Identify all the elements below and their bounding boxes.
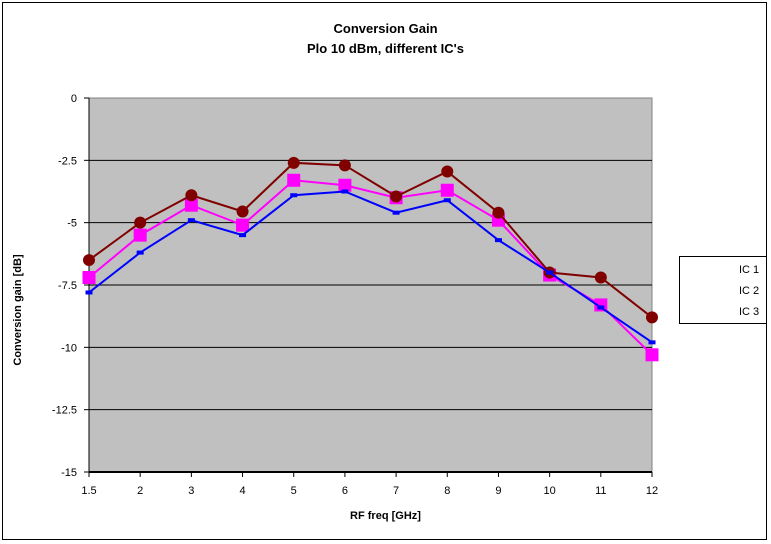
data-point [236, 218, 250, 232]
data-point [290, 193, 298, 198]
data-point [287, 173, 301, 187]
data-point [341, 189, 349, 194]
y-tick-label: -12.5 [52, 405, 77, 417]
x-tick-label: 8 [444, 485, 450, 497]
series-line [88, 179, 653, 356]
axis-ticks: 0 -2.5 -5 -7.5 -10 -12.5 -15 1.5 2 3 4 5 6 7 8 9 10 11 12 [52, 93, 658, 497]
x-tick-label: 4 [239, 485, 245, 497]
series-group [82, 156, 659, 362]
data-point [492, 206, 505, 219]
data-point [83, 254, 95, 267]
data-point [184, 198, 198, 212]
data-point [85, 290, 93, 295]
data-point [648, 340, 656, 345]
data-point [136, 250, 144, 255]
chart-subtitle: Plo 10 dBm, different IC's [307, 41, 464, 56]
data-point [187, 218, 195, 223]
data-point [392, 210, 400, 215]
series-line [88, 190, 653, 344]
x-tick-label: 5 [291, 485, 297, 497]
data-point [338, 178, 352, 192]
data-point [645, 348, 659, 362]
x-tick-label: 1.5 [81, 485, 96, 497]
x-tick-label: 11 [595, 485, 606, 497]
x-tick-label: 10 [544, 485, 556, 497]
data-point [494, 238, 502, 243]
y-axis-label: Conversion gain [dB] [12, 254, 24, 366]
legend-label-ic2: IC 2 [739, 285, 760, 297]
x-tick-label: 3 [188, 485, 194, 497]
y-tick-label: -7.5 [58, 280, 77, 292]
grid-lines [89, 159, 652, 411]
data-point [287, 156, 300, 169]
y-tick-label: -10 [61, 342, 77, 354]
y-tick-label: -5 [67, 218, 77, 230]
data-point [594, 271, 607, 284]
data-point [236, 205, 249, 218]
y-tick-label: 0 [71, 93, 77, 105]
x-tick-label: 2 [137, 485, 143, 497]
legend-label-ic3: IC 3 [739, 306, 760, 318]
x-tick-label: 7 [393, 485, 399, 497]
data-point [239, 233, 247, 238]
data-point [82, 271, 96, 285]
data-point [597, 305, 605, 310]
data-point [443, 198, 451, 203]
series-line [88, 161, 653, 319]
data-point [134, 216, 147, 229]
chart-title: Conversion Gain [333, 21, 438, 36]
legend [679, 256, 767, 324]
x-tick-label: 6 [342, 485, 348, 497]
data-point [133, 228, 147, 242]
legend-label-ic1: IC 1 [739, 264, 760, 276]
data-point [338, 159, 351, 172]
data-point [646, 311, 658, 324]
series-3 [85, 189, 656, 345]
x-tick-label: 12 [646, 485, 658, 497]
data-point [440, 183, 454, 197]
data-point [441, 165, 454, 178]
data-point [185, 189, 198, 202]
x-tick-label: 9 [495, 485, 501, 497]
data-point [390, 190, 403, 203]
x-axis-label: RF freq [GHz] [350, 510, 421, 522]
data-point [546, 270, 554, 275]
y-tick-label: -2.5 [58, 155, 77, 167]
y-tick-label: -15 [61, 467, 77, 479]
